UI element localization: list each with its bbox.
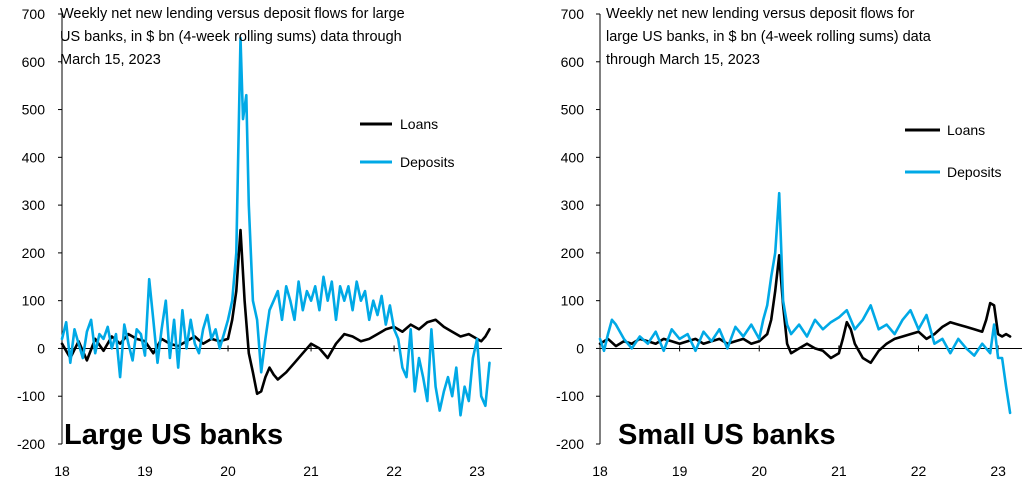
series-line-deposits <box>60 36 491 417</box>
legend-label-deposits: Deposits <box>947 164 1001 180</box>
y-tick-label: 600 <box>561 54 585 70</box>
x-tick-label: 21 <box>831 463 847 479</box>
chart-title-line: March 15, 2023 <box>60 52 161 68</box>
panel-label: Large US banks <box>64 419 283 451</box>
x-tick-label: 23 <box>469 463 485 479</box>
chart-panel-2: -200 -100 0 100 200 300 400 500 600 700 18 19 20 21 22… <box>556 6 1022 479</box>
y-tick-label: 300 <box>561 197 585 213</box>
y-tick-label: -100 <box>17 388 45 404</box>
chart-title-line: US banks, in $ bn (4-week rolling sums) … <box>60 29 402 45</box>
x-tick-label: 18 <box>54 463 70 479</box>
y-tick-label: -200 <box>556 436 584 452</box>
y-tick-label: 700 <box>22 6 46 22</box>
y-tick-label: 700 <box>561 6 585 22</box>
chart-title-line: Weekly net new lending versus deposit fl… <box>606 6 915 22</box>
x-tick-label: 22 <box>386 463 402 479</box>
x-tick-label: 20 <box>220 463 236 479</box>
y-tick-label: 500 <box>22 102 46 118</box>
y-tick-label: 100 <box>561 293 585 309</box>
legend-label-loans: Loans <box>947 122 985 138</box>
x-tick-label: 23 <box>990 463 1006 479</box>
legend-label-loans: Loans <box>400 116 438 132</box>
panel-label: Small US banks <box>618 419 836 451</box>
x-tick-label: 19 <box>672 463 688 479</box>
y-tick-label: 0 <box>37 340 45 356</box>
y-tick-label: 600 <box>22 54 46 70</box>
chart-panel-1: -200 -100 0 100 200 300 400 500 600 700 18 19 20 21 22… <box>17 6 502 479</box>
x-tick-label: 18 <box>592 463 608 479</box>
y-tick-label: 200 <box>22 245 46 261</box>
y-tick-label: 100 <box>22 293 46 309</box>
y-tick-label: 300 <box>22 197 46 213</box>
y-tick-label: -200 <box>17 436 45 452</box>
series-line-loans <box>598 254 1012 365</box>
series-line-loans <box>60 228 491 396</box>
series-line-deposits <box>598 191 1012 415</box>
y-tick-label: -100 <box>556 388 584 404</box>
x-tick-label: 19 <box>137 463 153 479</box>
legend-label-deposits: Deposits <box>400 154 454 170</box>
chart-title-line: large US banks, in $ bn (4-week rolling … <box>606 29 932 45</box>
y-tick-label: 0 <box>576 340 584 356</box>
x-tick-label: 20 <box>751 463 767 479</box>
chart-title-line: Weekly net new lending versus deposit fl… <box>60 6 405 22</box>
x-tick-label: 21 <box>303 463 319 479</box>
y-tick-label: 200 <box>561 245 585 261</box>
y-tick-label: 400 <box>22 149 46 165</box>
y-tick-label: 400 <box>561 149 585 165</box>
chart-title-line: through March 15, 2023 <box>606 52 760 68</box>
y-tick-label: 500 <box>561 102 585 118</box>
x-tick-label: 22 <box>911 463 927 479</box>
